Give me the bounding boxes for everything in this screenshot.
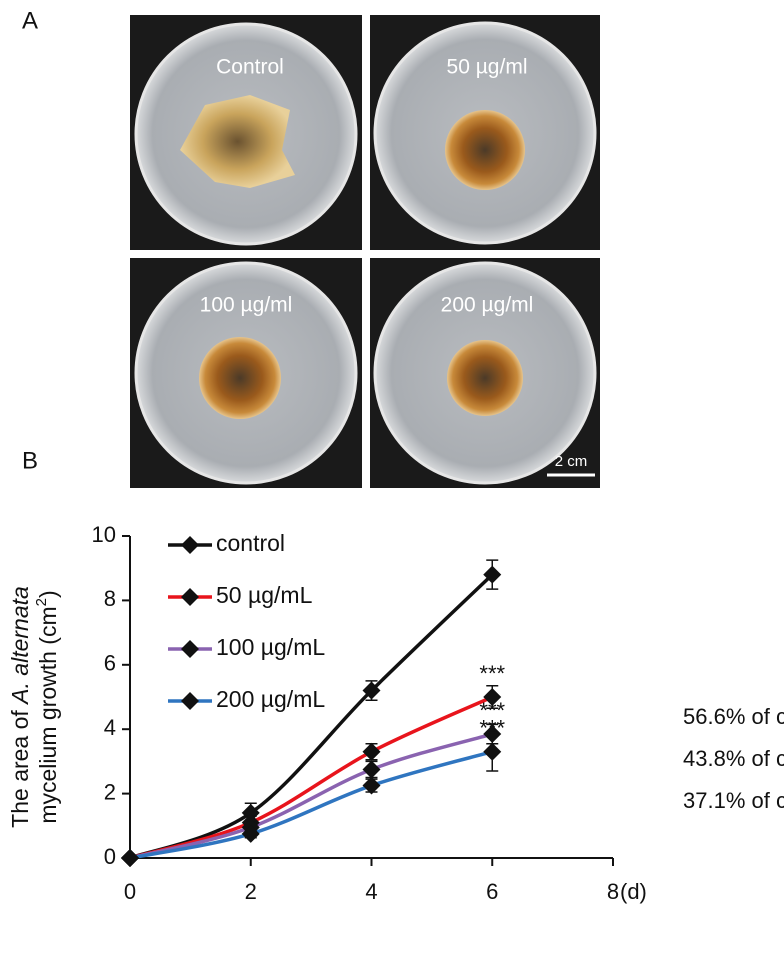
- legend-label: control: [216, 530, 285, 556]
- x-tick-label: 6: [486, 879, 498, 904]
- panel-label: B: [22, 447, 38, 474]
- y-axis-label-part: 2: [33, 598, 50, 606]
- marker: [362, 760, 381, 779]
- marker: [483, 742, 502, 761]
- annotation: 37.1% of control: [683, 788, 784, 813]
- legend-marker: [181, 640, 199, 658]
- marker: [483, 565, 502, 584]
- legend-marker: [181, 588, 199, 606]
- x-tick-label: 0: [124, 879, 136, 904]
- significance-label: ***: [479, 716, 505, 741]
- marker: [121, 849, 139, 867]
- y-tick-label: 4: [104, 715, 116, 740]
- marker: [241, 824, 260, 843]
- y-axis-label-part: The area of: [7, 704, 33, 828]
- x-axis-label: (d): [620, 879, 647, 904]
- legend-label: 50 µg/mL: [216, 582, 313, 608]
- y-axis-label: mycelium growth (cm2): [33, 590, 61, 823]
- marker: [483, 688, 502, 706]
- plate-label: 100 µg/ml: [200, 294, 293, 317]
- plate: 50 µg/ml: [370, 15, 600, 250]
- significance-label: ***: [479, 661, 505, 686]
- series-line: [129, 695, 493, 860]
- plate: Control: [130, 15, 362, 250]
- marker: [362, 742, 381, 761]
- plate: 200 µg/ml 2 cm: [370, 258, 600, 488]
- marker: [241, 803, 260, 822]
- legend-marker: [181, 536, 199, 554]
- series-line: [129, 750, 493, 860]
- significance-label: ***: [479, 698, 505, 723]
- y-tick-label: 6: [104, 651, 116, 676]
- legend-label: 200 µg/mL: [216, 686, 325, 712]
- marker: [362, 776, 381, 795]
- y-tick-label: 10: [92, 522, 116, 547]
- y-tick-label: 2: [104, 779, 116, 804]
- legend-label: 100 µg/mL: [216, 634, 325, 660]
- y-axis-label-part: mycelium growth (cm: [35, 606, 61, 823]
- x-tick-label: 8: [607, 879, 619, 904]
- x-tick-label: 4: [365, 879, 377, 904]
- panel-label: A: [22, 7, 38, 34]
- annotation: 56.6% of control: [683, 704, 784, 729]
- series-line: [129, 573, 494, 860]
- marker: [362, 681, 381, 700]
- plate-label: 50 µg/ml: [447, 56, 528, 79]
- y-tick-label: 0: [104, 844, 116, 869]
- annotation: 43.8% of control: [683, 746, 784, 771]
- y-axis-label-part: A. alternata: [7, 586, 33, 706]
- scale-bar-label: 2 cm: [555, 453, 588, 470]
- plate-label: 200 µg/ml: [441, 294, 534, 317]
- x-tick-label: 2: [245, 879, 257, 904]
- plate-label: Control: [216, 56, 284, 79]
- y-axis-label: The area of A. alternata: [7, 586, 33, 828]
- legend-marker: [181, 692, 199, 710]
- y-tick-label: 8: [104, 586, 116, 611]
- plate: 100 µg/ml: [130, 258, 362, 488]
- series-line: [129, 732, 493, 860]
- y-axis-label-part: ): [35, 590, 61, 598]
